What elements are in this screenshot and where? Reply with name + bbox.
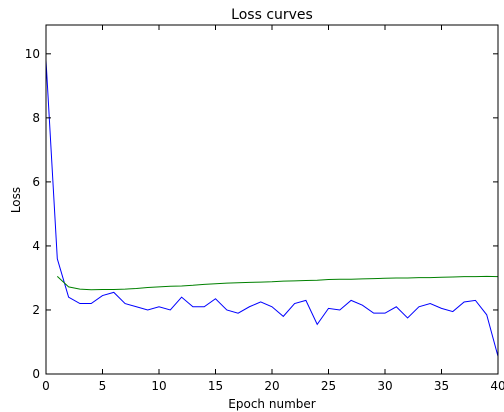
y-tick-label: 6 [32, 175, 40, 189]
y-tick-label: 8 [32, 111, 40, 125]
x-tick-label: 30 [377, 379, 392, 393]
x-tick-label: 5 [99, 379, 107, 393]
x-tick-label: 40 [490, 379, 504, 393]
x-tick-label: 10 [151, 379, 166, 393]
series-layer [45, 60, 499, 357]
y-axis-label: Loss [9, 187, 23, 213]
x-axis-label: Epoch number [228, 397, 315, 411]
y-tick-label: 4 [32, 239, 40, 253]
chart-title: Loss curves [231, 7, 313, 23]
ticks-layer: 0 5 10 15 20 25 30 35 40 0 2 4 6 8 10 [25, 25, 504, 393]
series-line-1 [56, 275, 499, 291]
x-tick-label: 35 [434, 379, 449, 393]
y-tick-label: 2 [32, 303, 40, 317]
x-tick-label: 25 [321, 379, 336, 393]
x-tick-label: 15 [208, 379, 223, 393]
plot-frame [45, 24, 499, 375]
x-tick-label: 20 [264, 379, 279, 393]
y-tick-label: 10 [25, 47, 40, 61]
y-tick-label: 0 [32, 367, 40, 381]
x-tick-label: 0 [42, 379, 50, 393]
series-line-0 [45, 60, 499, 357]
